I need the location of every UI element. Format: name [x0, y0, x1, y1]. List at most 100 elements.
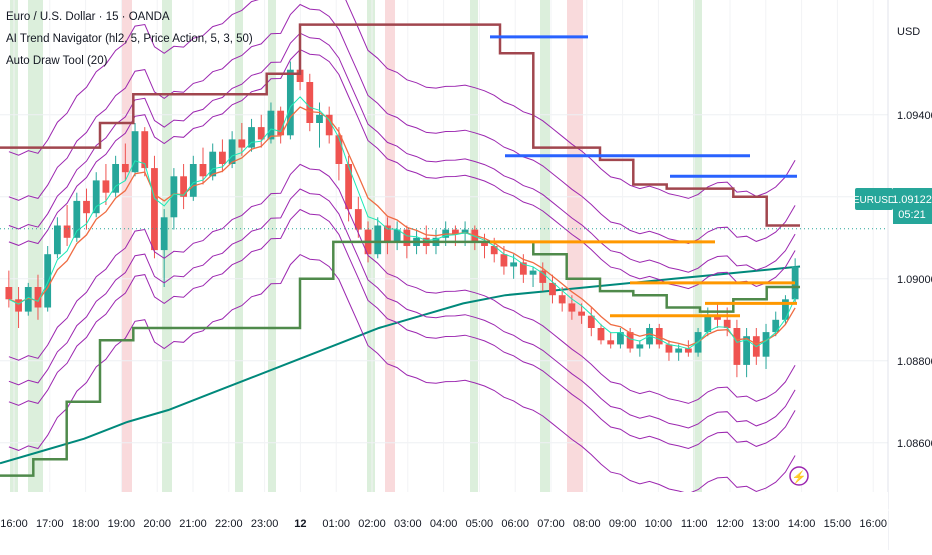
candle-body[interactable] [141, 131, 149, 169]
time-tick-label: 12:00 [716, 518, 744, 530]
candle-body[interactable] [510, 262, 518, 267]
candle-body[interactable] [587, 315, 595, 328]
candle-body[interactable] [723, 319, 731, 328]
candle-body[interactable] [248, 127, 255, 148]
candle-body[interactable] [529, 270, 537, 275]
session-highlight [385, 0, 395, 492]
candle-body[interactable] [73, 200, 81, 238]
candle-body[interactable] [325, 114, 333, 136]
candle-body[interactable] [189, 164, 197, 197]
candle-body[interactable] [461, 229, 469, 234]
candle-body[interactable] [199, 164, 207, 177]
candle-body[interactable] [63, 225, 71, 238]
candle-body[interactable] [500, 254, 508, 267]
trend-band-line [8, 188, 796, 429]
candle-body[interactable] [5, 287, 13, 300]
candle-body[interactable] [578, 311, 585, 316]
candle-body[interactable] [92, 180, 100, 214]
time-tick-label: 11:00 [681, 518, 708, 530]
time-tick-label: 06:00 [501, 518, 529, 530]
candle-body[interactable] [791, 266, 799, 300]
candle-body[interactable] [170, 176, 178, 218]
trend-band-line [8, 253, 796, 495]
candle-body[interactable] [743, 336, 751, 365]
session-highlight [268, 0, 276, 492]
candle-body[interactable] [481, 241, 488, 246]
candle-body[interactable] [345, 164, 353, 210]
trend-band-line [8, 163, 796, 404]
candle-body[interactable] [34, 287, 42, 308]
candle-body[interactable] [597, 328, 605, 341]
candle-body[interactable] [733, 328, 741, 365]
candle-body[interactable] [180, 176, 187, 197]
candle-body[interactable] [451, 229, 459, 234]
last-price-badge[interactable] [893, 188, 932, 224]
event-marker[interactable] [789, 466, 809, 486]
candle-body[interactable] [219, 151, 226, 164]
trend-band-line [8, 208, 796, 450]
candle-body[interactable] [228, 139, 236, 164]
candle-body[interactable] [354, 209, 362, 230]
candle-body[interactable] [675, 348, 683, 353]
candle-body[interactable] [490, 246, 498, 255]
time-tick-label: 01:00 [322, 518, 350, 530]
candle-body[interactable] [286, 69, 294, 136]
candle-body[interactable] [539, 270, 547, 283]
candle-body[interactable] [131, 131, 139, 173]
candle-body[interactable] [83, 200, 90, 214]
candle-body[interactable] [102, 180, 110, 193]
legend-indicator-ai-trend[interactable]: AI Trend Navigator (hl2, 5, Price Action… [6, 33, 253, 45]
candle-body[interactable] [316, 114, 323, 123]
candle-body[interactable] [568, 303, 576, 312]
time-tick-label: 21:00 [179, 518, 207, 530]
candle-body[interactable] [684, 348, 692, 353]
candle-body[interactable] [15, 299, 22, 312]
candle-body[interactable] [636, 344, 644, 349]
candle-body[interactable] [160, 217, 168, 251]
candle-body[interactable] [306, 82, 314, 123]
candle-body[interactable] [558, 295, 566, 304]
time-tick-label: 09:00 [609, 518, 637, 530]
candle-body[interactable] [617, 332, 624, 345]
candle-body[interactable] [665, 344, 673, 353]
candle-body[interactable] [53, 225, 61, 255]
candle-body[interactable] [296, 69, 304, 82]
candle-body[interactable] [782, 299, 789, 320]
candle-body[interactable] [112, 164, 120, 193]
time-tick-label: 14:00 [788, 518, 816, 530]
candle-body[interactable] [403, 229, 411, 246]
candle-body[interactable] [267, 110, 275, 140]
candle-body[interactable] [772, 319, 780, 333]
candle-body[interactable] [257, 127, 265, 140]
candle-body[interactable] [374, 225, 382, 255]
candle-body[interactable] [607, 340, 615, 345]
candle-body[interactable] [238, 139, 246, 148]
candle-body[interactable] [121, 164, 129, 173]
candle-body[interactable] [151, 168, 158, 251]
candle-body[interactable] [209, 151, 217, 177]
time-tick-label: 10:00 [645, 518, 673, 530]
kama-line [8, 106, 796, 347]
legend-symbol[interactable]: Euro / U.S. Dollar · 15 · OANDA [6, 11, 170, 23]
price-axis-currency: USD [897, 26, 920, 38]
time-tick-label: 22:00 [215, 518, 243, 530]
candle-body[interactable] [393, 229, 401, 242]
candle-body[interactable] [704, 315, 712, 333]
candle-body[interactable] [714, 315, 721, 320]
candle-body[interactable] [277, 110, 285, 136]
candle-body[interactable] [762, 332, 770, 357]
legend-indicator-auto-draw[interactable]: Auto Draw Tool (20) [6, 55, 108, 67]
candle-body[interactable] [44, 254, 52, 308]
candle-body[interactable] [549, 282, 556, 296]
ticker-badge[interactable] [855, 188, 893, 210]
ticker-badge-label: EURUSD [853, 195, 895, 206]
candle-body[interactable] [519, 262, 527, 275]
candle-body[interactable] [655, 328, 663, 345]
candle-body[interactable] [384, 225, 391, 242]
time-tick-label: 07:00 [537, 518, 565, 530]
candle-body[interactable] [626, 332, 634, 349]
candle-body[interactable] [24, 287, 32, 312]
candle-body[interactable] [335, 135, 343, 164]
